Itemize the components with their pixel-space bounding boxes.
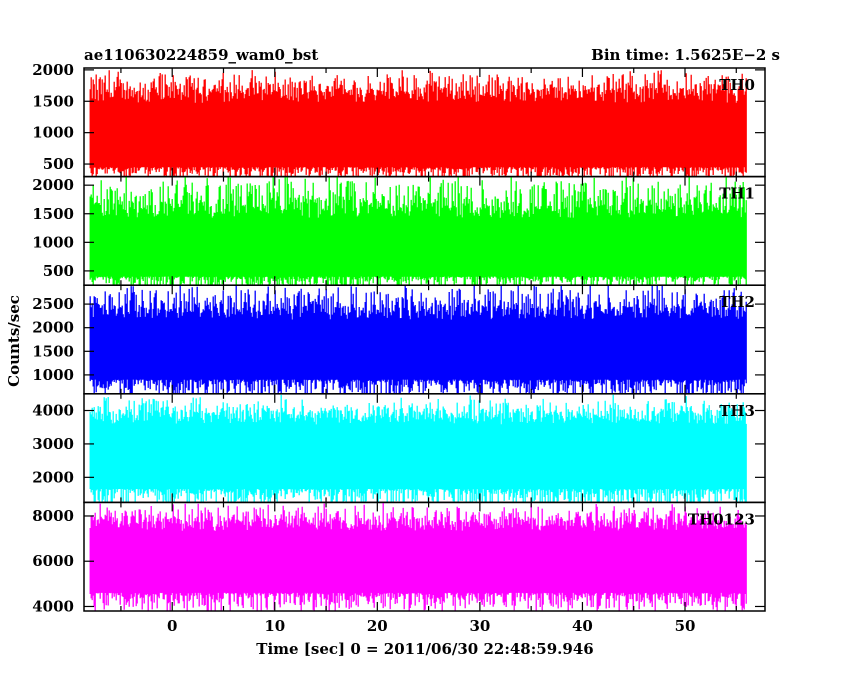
- y-tick-label: 1500: [32, 342, 74, 360]
- x-tick-label: 30: [469, 617, 490, 635]
- y-tick-label: 2000: [32, 176, 74, 194]
- y-tick-label: 1000: [32, 124, 74, 142]
- series-th0: [89, 70, 747, 177]
- y-tick-label: 2000: [32, 319, 74, 337]
- x-tick-label: 20: [367, 617, 388, 635]
- y-tick-label: 4000: [32, 597, 74, 615]
- y-tick-label: 8000: [32, 507, 74, 525]
- y-tick-label: 2000: [32, 468, 74, 486]
- y-tick-label: 1000: [32, 233, 74, 251]
- y-tick-label: 500: [43, 262, 74, 280]
- chart-title: ae110630224859_wam0_bst: [84, 46, 318, 64]
- panel-label-th1: TH1: [719, 185, 755, 203]
- panel-label-th0123: TH0123: [688, 510, 755, 528]
- x-tick-label: 50: [675, 617, 696, 635]
- y-tick-label: 3000: [32, 435, 74, 453]
- y-tick-label: 2000: [32, 61, 74, 79]
- y-tick-label: 1500: [32, 205, 74, 223]
- panel-label-th3: TH3: [719, 402, 755, 420]
- x-tick-label: 0: [167, 617, 177, 635]
- x-tick-label: 10: [264, 617, 285, 635]
- series-th0123: [89, 502, 747, 611]
- panel-label-th2: TH2: [719, 293, 755, 311]
- y-tick-label: 1000: [32, 366, 74, 384]
- x-axis-label: Time [sec] 0 = 2011/06/30 22:48:59.946: [256, 640, 593, 658]
- y-tick-label: 6000: [32, 552, 74, 570]
- panel-frame-th0123: [83, 501, 766, 612]
- y-tick-label: 2500: [32, 295, 74, 313]
- panel-label-th0: TH0: [719, 76, 755, 94]
- series-th2: [89, 285, 747, 394]
- bin-time-label: Bin time: 1.5625E−2 s: [591, 46, 780, 64]
- y-tick-label: 500: [43, 155, 74, 173]
- series-th3: [89, 394, 747, 502]
- x-tick-label: 40: [572, 617, 593, 635]
- series-th1: [89, 177, 747, 285]
- y-tick-label: 4000: [32, 402, 74, 420]
- y-tick-label: 1500: [32, 92, 74, 110]
- y-axis-label: Counts/sec: [5, 295, 23, 387]
